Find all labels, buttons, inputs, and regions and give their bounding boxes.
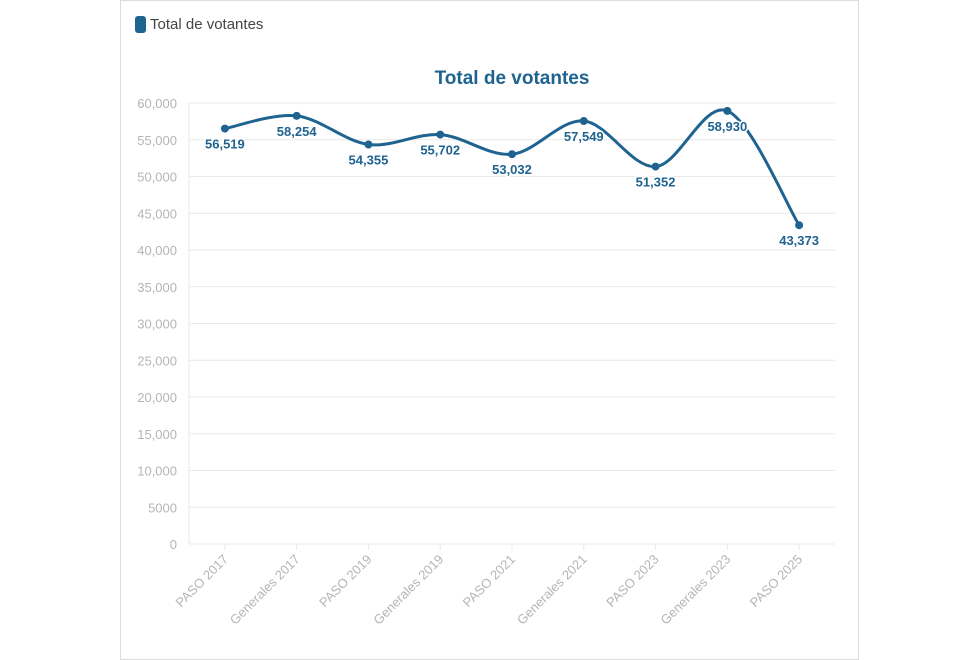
y-tick-label: 60,000 [137, 96, 177, 111]
data-point [651, 162, 660, 171]
x-tick-label: PASO 2025 [747, 552, 805, 610]
y-tick-label: 30,000 [137, 317, 177, 332]
data-label: 55,702 [420, 143, 460, 158]
y-tick-label: 40,000 [137, 243, 177, 258]
x-tick-label: Generales 2019 [370, 552, 446, 628]
data-point [579, 117, 588, 126]
x-tick-label: Generales 2021 [514, 552, 590, 628]
data-label: 58,254 [277, 124, 318, 139]
data-label: 56,519 [205, 137, 245, 152]
data-point [220, 124, 229, 133]
y-tick-label: 25,000 [137, 353, 177, 368]
line-chart: Total de votantes 0 5000 10,000 15,000 20,000… [137, 68, 835, 628]
y-tick-label: 50,000 [137, 170, 177, 185]
y-tick-label: 20,000 [137, 390, 177, 405]
y-tick-label: 55,000 [137, 133, 177, 148]
y-tick-label: 45,000 [137, 206, 177, 221]
legend-item[interactable]: Total de votantes [135, 16, 263, 33]
chart-card [120, 0, 859, 660]
y-tick-label: 15,000 [137, 427, 177, 442]
data-point [364, 140, 373, 149]
data-label: 57,549 [564, 129, 604, 144]
data-label: 54,355 [349, 152, 389, 167]
x-tick-label: PASO 2019 [316, 552, 374, 610]
data-label: 58,930 [707, 119, 747, 134]
x-tick-label: PASO 2021 [460, 552, 518, 610]
x-tick-label: Generales 2017 [227, 552, 303, 628]
y-tick-label: 10,000 [137, 464, 177, 479]
legend-label: Total de votantes [150, 16, 264, 33]
y-tick-label: 0 [170, 537, 177, 552]
data-point [292, 111, 301, 120]
data-point [795, 221, 804, 230]
y-tick-label: 35,000 [137, 280, 177, 295]
data-label: 51,352 [636, 175, 676, 190]
data-point [436, 130, 445, 139]
legend-swatch-icon [135, 16, 146, 33]
x-tick-label: PASO 2023 [603, 552, 661, 610]
x-tick-label: Generales 2023 [657, 552, 733, 628]
data-label: 53,032 [492, 162, 532, 177]
y-tick-label: 5000 [148, 500, 177, 515]
x-tick-label: PASO 2017 [173, 552, 231, 610]
chart-title: Total de votantes [435, 68, 590, 89]
data-point [508, 150, 516, 159]
series-line [224, 108, 801, 227]
data-point [723, 106, 732, 115]
data-label: 43,373 [779, 233, 819, 248]
